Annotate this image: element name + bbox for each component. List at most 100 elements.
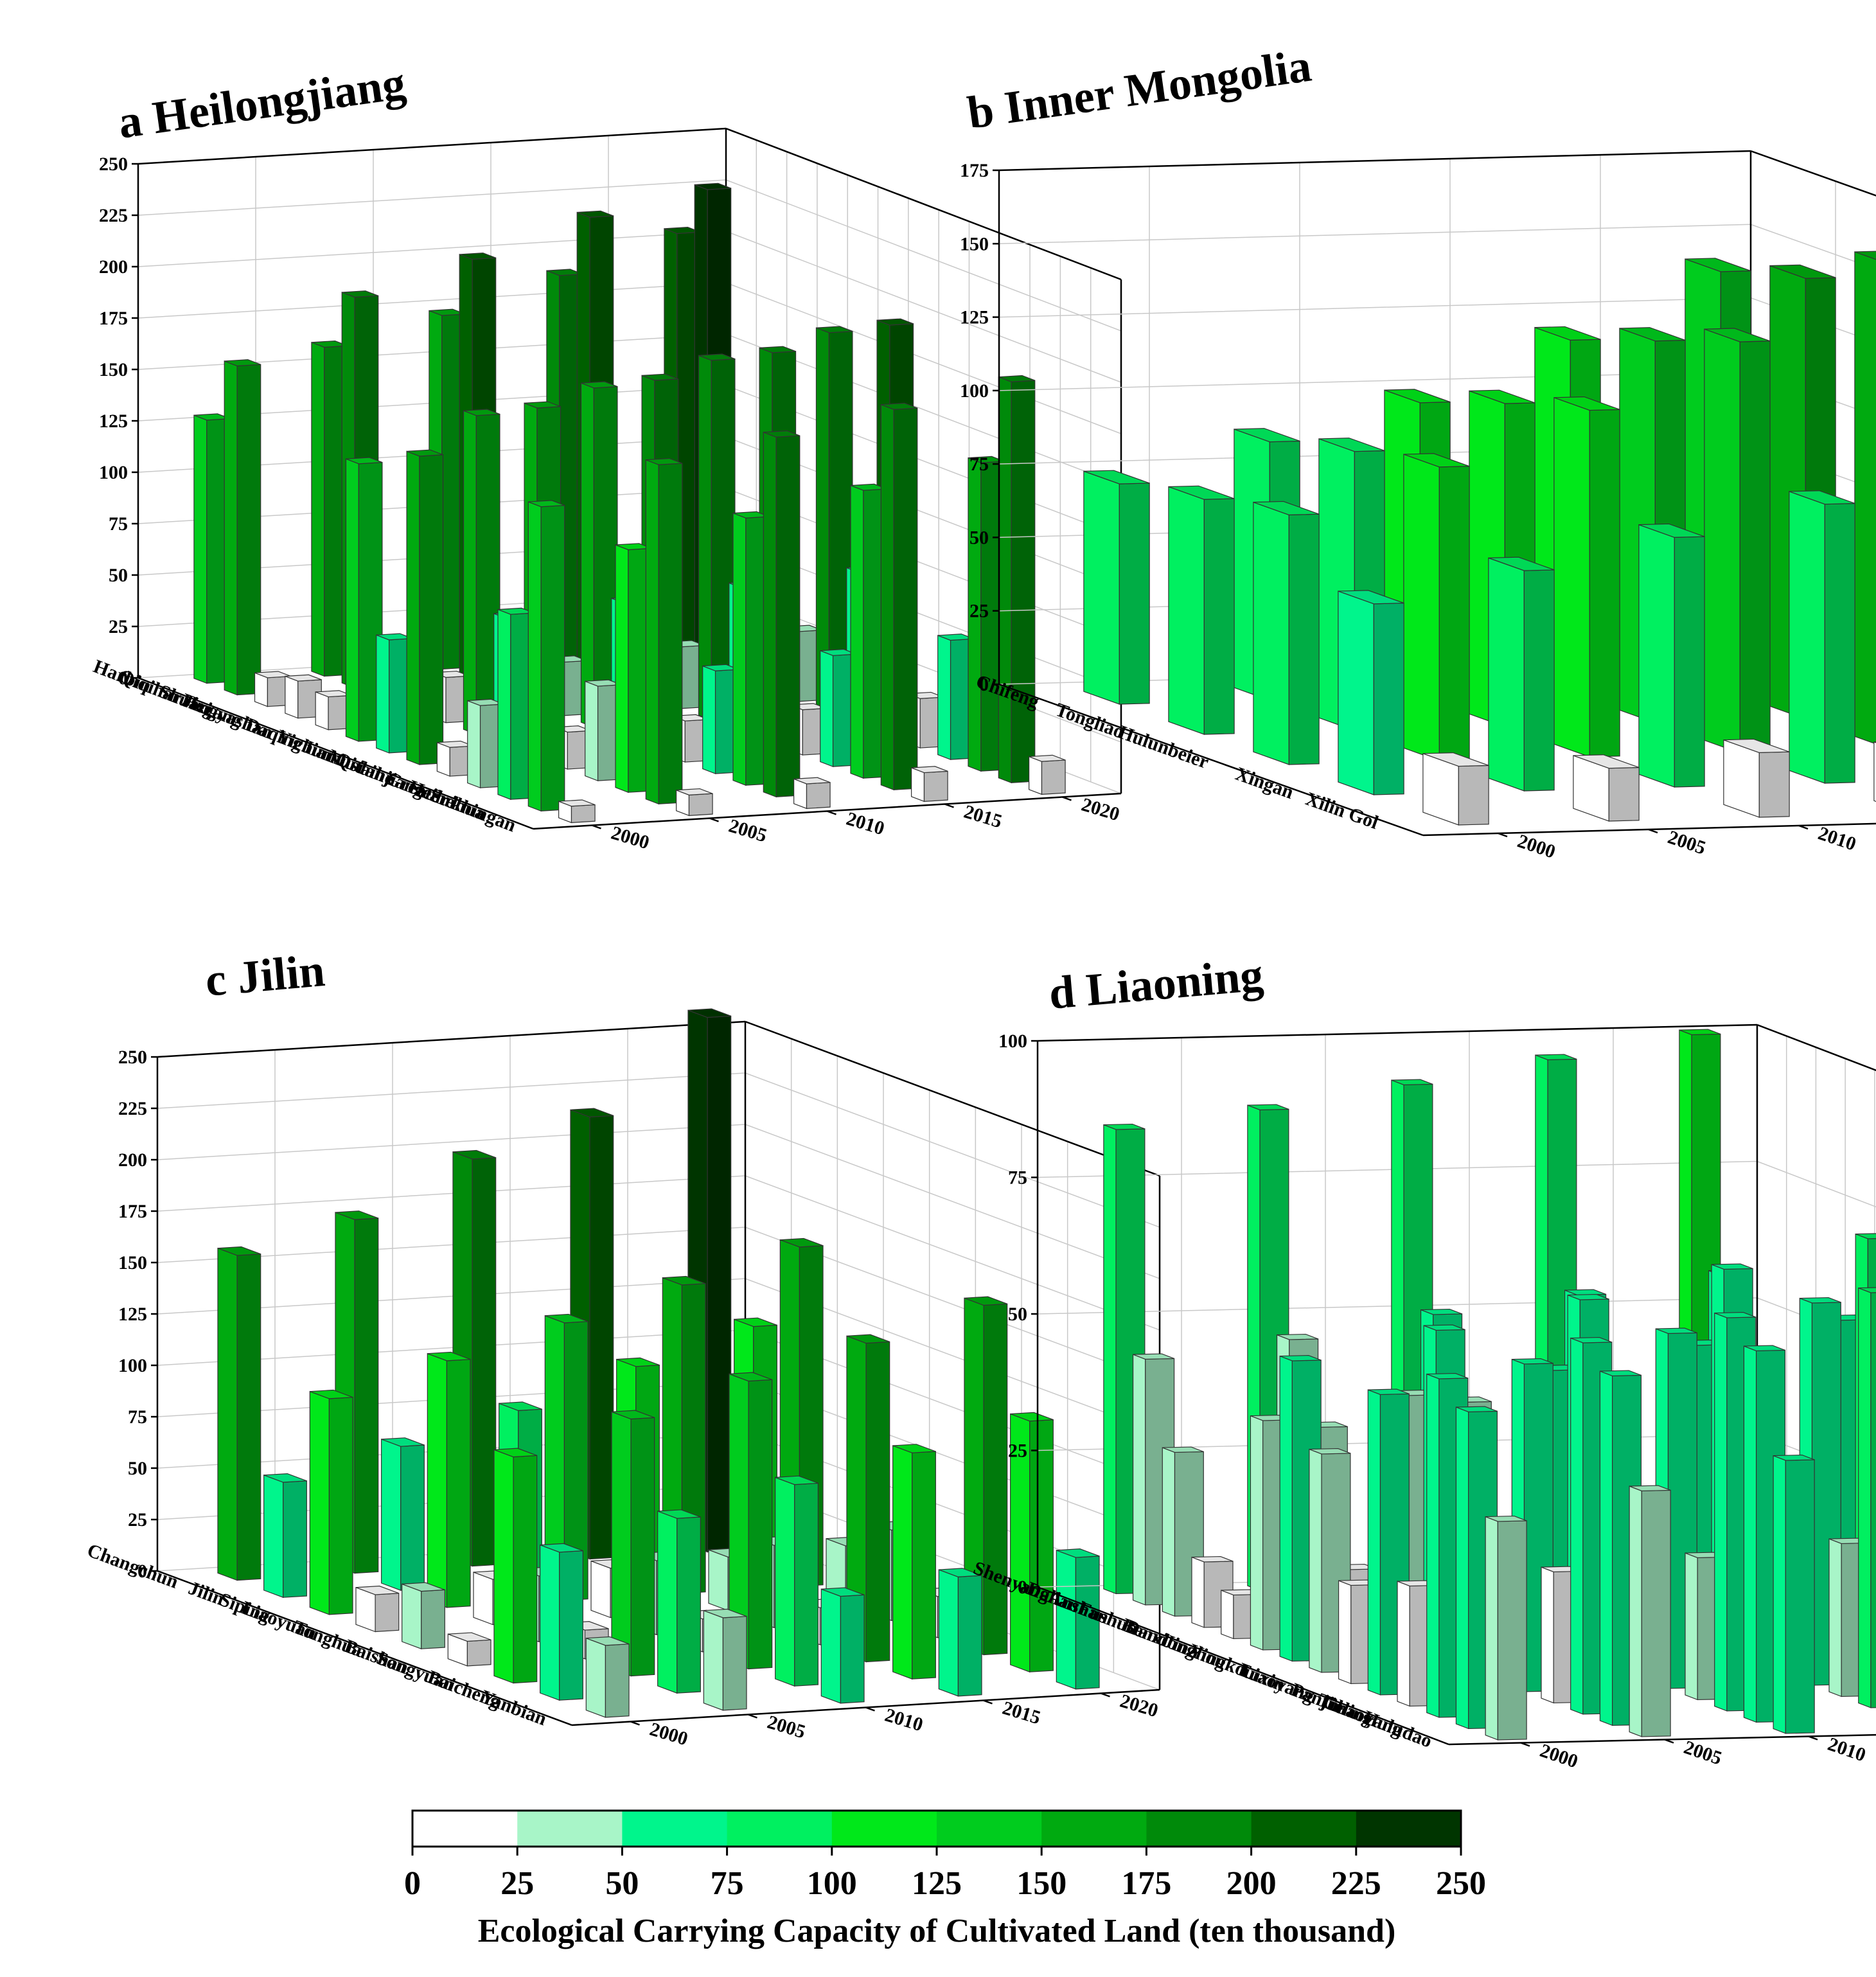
- y-tick-label: 50: [1008, 1304, 1027, 1325]
- year-label: 2015: [962, 801, 1005, 833]
- y-tick-label: 75: [128, 1406, 147, 1428]
- colorbar-tick-label: 100: [807, 1865, 857, 1902]
- year-label: 2000: [648, 1719, 691, 1750]
- y-tick-label: 50: [109, 565, 128, 586]
- bar: [309, 1389, 353, 1615]
- colorbar-tick-label: 0: [404, 1865, 421, 1902]
- colorbar-swatch: [831, 1811, 937, 1847]
- panel-title: c Jilin: [203, 944, 326, 1006]
- y-tick-label: 225: [99, 205, 128, 226]
- bar: [1056, 1548, 1100, 1690]
- bars: [193, 182, 1066, 824]
- bar: [892, 1444, 936, 1680]
- axis-line: [1750, 150, 1876, 197]
- axis-line: [137, 677, 534, 830]
- bar: [1253, 501, 1320, 765]
- colorbar-tick-label: 25: [500, 1865, 534, 1902]
- colorbar-swatch: [1251, 1811, 1357, 1847]
- panel-title: d Liaoning: [1047, 949, 1265, 1019]
- y-tick-label: 25: [109, 616, 128, 637]
- year-label: 2010: [844, 808, 887, 840]
- year-label: 2005: [765, 1712, 808, 1743]
- bar: [880, 402, 918, 791]
- year-label: 2020: [1118, 1690, 1161, 1722]
- y-tick-label: 150: [99, 359, 128, 380]
- colorbar-tick-label: 200: [1226, 1865, 1277, 1902]
- bar: [381, 1437, 425, 1591]
- y-tick-label: 75: [969, 454, 989, 475]
- year-label: 2005: [1665, 826, 1708, 858]
- bar: [427, 1351, 471, 1608]
- gridline: [1037, 1024, 1876, 1071]
- bar: [911, 766, 948, 802]
- bars: [1083, 251, 1876, 826]
- year-tick-mark: [1798, 824, 1809, 830]
- y-tick-label: 25: [969, 601, 989, 622]
- category-label: Huludao: [1360, 1707, 1435, 1752]
- colorbar-tick-label: 250: [1436, 1865, 1486, 1902]
- bar: [729, 1372, 773, 1670]
- y-tick-label: 100: [960, 380, 989, 402]
- year-label: 2020: [1079, 794, 1122, 826]
- axis-line: [137, 127, 727, 165]
- y-tick-label: 250: [118, 1047, 147, 1068]
- year-tick-mark: [748, 1714, 757, 1719]
- axis-line: [1757, 1024, 1876, 1072]
- category-label: Xingan: [1233, 763, 1296, 804]
- y-tick-label: 150: [960, 233, 989, 254]
- bar: [938, 1568, 982, 1697]
- colorbar-swatch: [1356, 1811, 1462, 1847]
- bar: [1103, 1123, 1146, 1595]
- gridline: [137, 128, 1122, 280]
- axis-line: [157, 1020, 746, 1058]
- year-tick-mark: [827, 810, 836, 815]
- y-tick-label: 175: [118, 1201, 147, 1222]
- bar: [402, 1582, 445, 1650]
- gridline: [157, 1072, 1160, 1228]
- bar: [493, 1448, 538, 1684]
- bar: [406, 449, 444, 765]
- colorbar-tick-label: 125: [912, 1865, 962, 1902]
- axis-line: [998, 683, 1424, 837]
- colorbar-swatch: [412, 1811, 518, 1847]
- bar: [217, 1246, 261, 1581]
- colorbar-legend: 0 25 50 75 100 125 150 175 200 225 250 Ecological …: [404, 1809, 1486, 1949]
- category-label: Yanbian: [478, 1686, 550, 1730]
- year-tick-mark: [1648, 828, 1658, 834]
- bar: [703, 1608, 747, 1711]
- colorbar-swatch: [937, 1811, 1042, 1847]
- year-label: 2005: [727, 815, 770, 847]
- panel-inner-mongolia: b Inner Mongolia0255075100125150175Chife…: [960, 40, 1876, 863]
- bar: [527, 500, 565, 812]
- bars: [217, 1008, 1100, 1718]
- colorbar-tick-label: 150: [1016, 1865, 1066, 1902]
- bar: [793, 777, 831, 810]
- axis-line: [998, 150, 1751, 172]
- y-tick-label: 25: [1008, 1441, 1027, 1462]
- year-tick-mark: [983, 1699, 993, 1705]
- bar: [820, 1587, 865, 1704]
- bar: [1828, 1538, 1871, 1698]
- y-tick-label: 125: [118, 1304, 147, 1325]
- year-label: 2000: [1515, 830, 1558, 862]
- colorbar-tick-label: 75: [711, 1865, 744, 1902]
- bar: [1422, 752, 1489, 826]
- bar: [964, 1296, 1008, 1656]
- bar: [1854, 251, 1876, 745]
- y-tick-label: 25: [128, 1509, 147, 1530]
- y-tick-label: 0: [118, 668, 128, 689]
- colorbar-swatch: [727, 1811, 833, 1847]
- gridline: [157, 1124, 1160, 1279]
- bar: [1485, 1515, 1527, 1741]
- y-tick-label: 200: [99, 256, 128, 278]
- colorbar-swatch: [1041, 1811, 1147, 1847]
- y-tick-label: 175: [99, 308, 128, 329]
- y-tick-label: 0: [137, 1561, 147, 1582]
- axis-line: [157, 1570, 572, 1726]
- panel-title: b Inner Mongolia: [964, 40, 1314, 139]
- bar: [645, 457, 683, 805]
- bars: [1103, 1029, 1876, 1741]
- bar: [1488, 556, 1555, 792]
- bar: [1553, 396, 1620, 758]
- axis-line: [745, 1020, 1160, 1177]
